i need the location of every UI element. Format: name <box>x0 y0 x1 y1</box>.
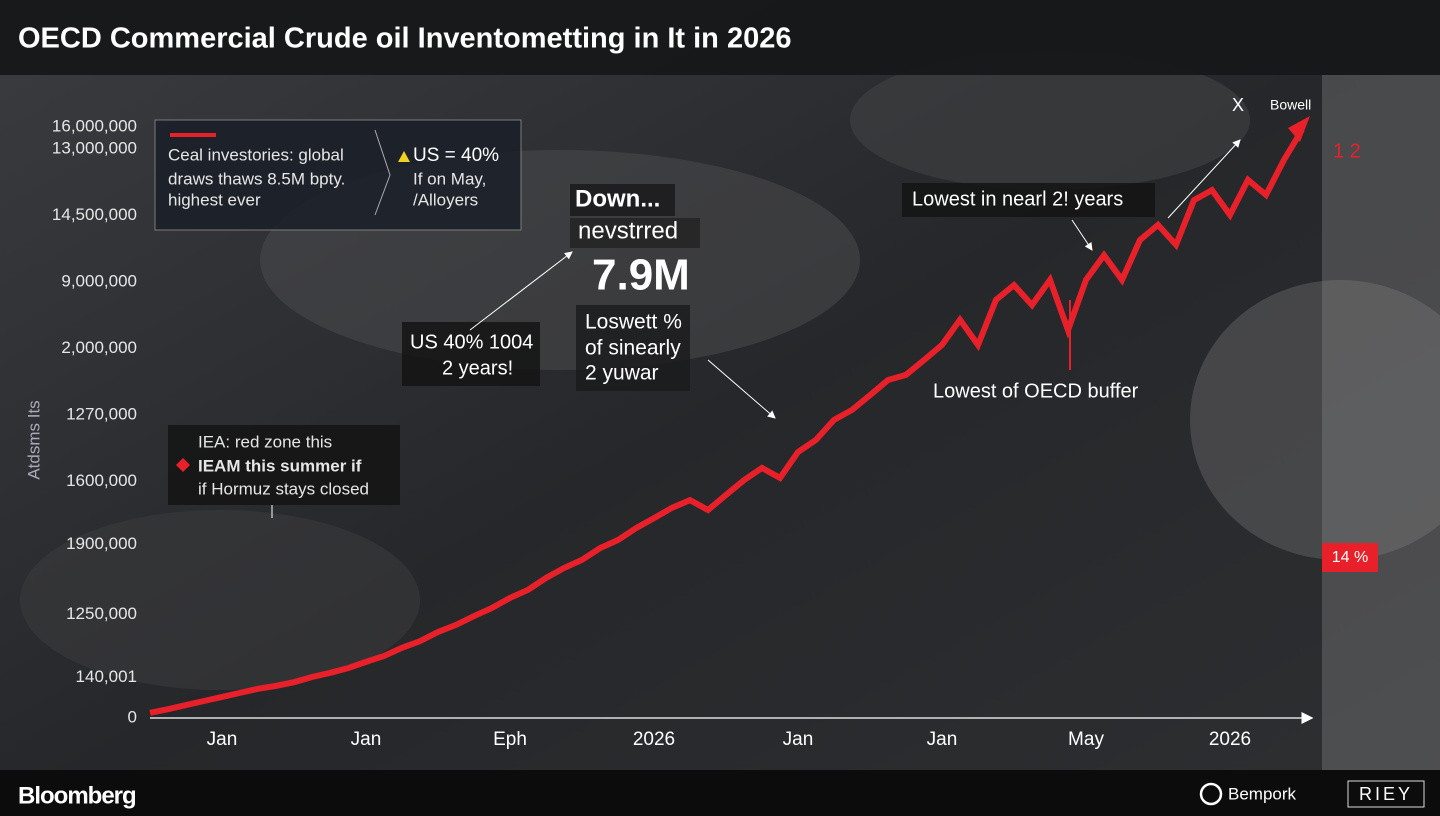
x-tick-label: Jan <box>207 729 238 750</box>
label-bg <box>168 425 400 505</box>
footer-logo: RIEY <box>1359 784 1413 804</box>
title-bar <box>0 0 1440 75</box>
annotation: 7.9M <box>592 251 690 300</box>
label-bg <box>402 322 540 386</box>
tank <box>1190 280 1440 560</box>
annotation: US = 40% <box>413 145 499 166</box>
arrow <box>469 251 573 331</box>
y-tick-label: 1270,000 <box>66 405 137 424</box>
triangle-icon <box>398 151 410 162</box>
y-tick-label: 0 <box>128 707 137 726</box>
y-tick-label: 9,000,000 <box>61 272 137 291</box>
icon <box>1199 782 1223 806</box>
arrow <box>707 359 776 419</box>
info-box <box>154 119 522 231</box>
x-tick-label: 2026 <box>633 729 675 750</box>
annotation: of sinearly <box>585 337 681 360</box>
annotation: 2 yuwar <box>585 362 659 385</box>
annotation: nevstrred <box>578 217 678 244</box>
annotation: 14 % <box>1332 549 1368 566</box>
label-bg <box>576 305 690 391</box>
annotation: If on May, <box>413 169 486 188</box>
tank <box>850 50 1250 190</box>
annotation: Lowest in nearl 2! years <box>912 188 1123 210</box>
chart-title: OECD Commercial Crude oil Inventometting… <box>18 23 791 55</box>
tank <box>20 510 420 690</box>
annotation: 1 2 <box>1333 140 1361 162</box>
annotation: IEA: red zone this <box>198 432 332 451</box>
footer-brand: Bloomberg <box>18 782 136 809</box>
diamond-icon <box>176 458 190 472</box>
arrow <box>1167 139 1241 219</box>
annotation: Down... <box>575 185 660 212</box>
y-axis-title: Atdsms Its <box>24 400 43 479</box>
footer-partner: Bempork <box>1228 784 1297 803</box>
x-tick-label: Jan <box>783 729 814 750</box>
y-tick-label: 14,500,000 <box>52 205 137 224</box>
annotation: Bowell <box>1270 97 1311 113</box>
annotation: Ceal investories: global <box>168 145 344 164</box>
x-tick-label: May <box>1068 729 1104 750</box>
annotation: highest ever <box>168 190 261 209</box>
y-tick-label: 1900,000 <box>66 534 137 553</box>
data-line <box>149 128 1305 716</box>
x-tick-label: Jan <box>927 729 958 750</box>
y-tick-label: 1600,000 <box>66 471 137 490</box>
badge <box>1322 543 1378 572</box>
label-bg <box>902 183 1155 217</box>
bright-area <box>1322 75 1440 770</box>
divider <box>374 129 391 216</box>
logo-box <box>1347 780 1425 808</box>
y-tick-label: 16,000,000 <box>52 116 137 135</box>
annotation: US 40% 1004 <box>410 331 533 353</box>
annotation: Loswett % <box>585 311 682 334</box>
label-bg <box>570 218 700 248</box>
annotation: if Hormuz stays closed <box>198 479 369 498</box>
annotation: draws thaws 8.5M bpty. <box>168 169 345 188</box>
y-tick-label: 13,000,000 <box>52 139 137 158</box>
y-tick-label: 1250,000 <box>66 604 137 623</box>
y-tick-label: 2,000,000 <box>61 338 137 357</box>
annotation: Lowest of OECD buffer <box>933 380 1139 402</box>
x-tick-label: Jan <box>351 729 382 750</box>
x-tick-label: Eph <box>493 729 527 750</box>
arrow <box>1071 219 1093 251</box>
annotation: 2 years! <box>442 357 513 379</box>
annotation: IEAM this summer if <box>198 456 362 475</box>
label-bg <box>570 184 675 216</box>
line-arrowhead <box>1288 115 1310 142</box>
annotation: X <box>1232 95 1244 115</box>
footer <box>0 770 1440 816</box>
annotation: /Alloyers <box>413 190 478 209</box>
x-tick-label: 2026 <box>1209 729 1251 750</box>
y-tick-label: 140,001 <box>76 667 137 686</box>
